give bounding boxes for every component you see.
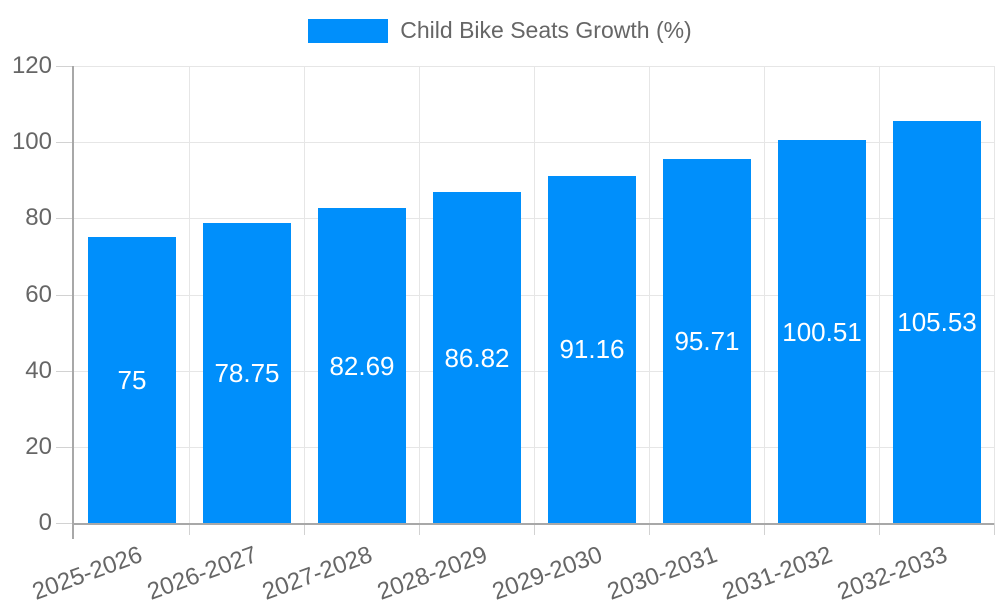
y-tick-label: 0 (38, 509, 52, 536)
x-gridline (994, 66, 995, 523)
bar[interactable] (318, 208, 406, 523)
x-tick (764, 523, 765, 535)
bar-value-label: 75 (117, 365, 147, 395)
y-tick-label: 20 (25, 433, 52, 460)
x-tick (649, 523, 650, 535)
legend-item[interactable]: Child Bike Seats Growth (%) (0, 17, 1000, 44)
bar[interactable] (88, 237, 176, 523)
bar[interactable] (433, 192, 521, 523)
y-tick-label: 40 (25, 357, 52, 384)
legend-swatch (308, 18, 389, 43)
x-gridline (764, 66, 765, 523)
y-tick (56, 523, 74, 524)
x-tick (304, 523, 305, 535)
bar-value-label: 82.69 (329, 351, 395, 381)
bar-value-label: 105.53 (897, 307, 977, 337)
y-tick (56, 142, 74, 143)
bar[interactable] (778, 140, 866, 523)
y-tick (56, 218, 74, 219)
x-tick (534, 523, 535, 535)
x-tick (189, 523, 190, 535)
y-tick (56, 66, 74, 67)
bar-value-label: 91.16 (559, 334, 625, 364)
x-gridline (419, 66, 420, 523)
bar-value-label: 86.82 (444, 343, 510, 373)
x-gridline (534, 66, 535, 523)
y-tick-label: 120 (11, 52, 52, 79)
bar[interactable] (548, 176, 636, 523)
x-tick (994, 523, 995, 535)
legend-label: Child Bike Seats Growth (%) (400, 17, 692, 43)
bar[interactable] (893, 121, 981, 523)
x-gridline (189, 66, 190, 523)
y-tick (56, 295, 74, 296)
x-gridline (879, 66, 880, 523)
y-tick-label: 100 (11, 128, 52, 155)
x-gridline (304, 66, 305, 523)
y-tick-label: 80 (25, 204, 52, 231)
y-tick (56, 371, 74, 372)
bar-value-label: 95.71 (674, 326, 740, 356)
y-axis-line (72, 66, 74, 539)
x-tick (879, 523, 880, 535)
bar[interactable] (203, 223, 291, 523)
bar[interactable] (663, 159, 751, 523)
y-tick-label: 60 (25, 281, 52, 308)
x-tick (419, 523, 420, 535)
bar-value-label: 78.75 (214, 358, 280, 388)
bar-value-label: 100.51 (782, 317, 862, 347)
x-gridline (649, 66, 650, 523)
y-tick (56, 447, 74, 448)
x-axis-line (72, 523, 994, 525)
